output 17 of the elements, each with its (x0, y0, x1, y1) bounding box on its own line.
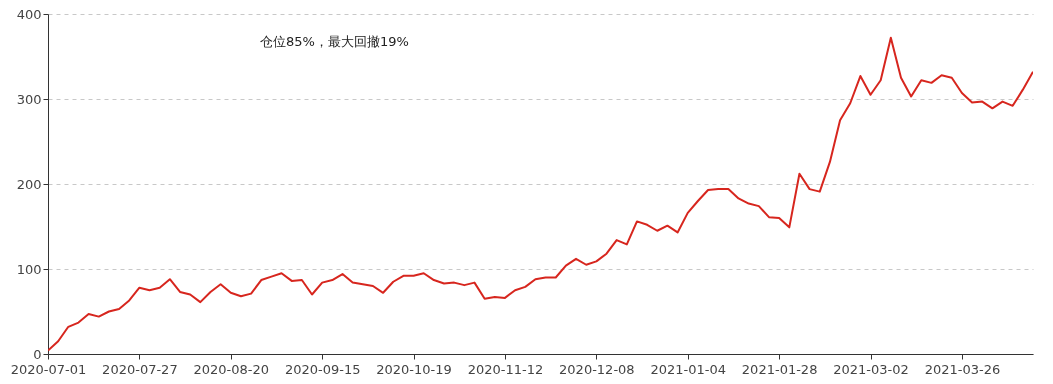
y-tick-label: 0 (33, 346, 42, 362)
y-tick-label: 300 (16, 91, 42, 107)
x-tick-label: 2021-03-02 (833, 361, 909, 377)
x-tick-label: 2021-03-26 (924, 361, 1001, 377)
annotation: 仓位85%，最大回撤19% (260, 34, 409, 49)
x-tick-label: 2021-01-04 (650, 361, 727, 377)
x-tick-label: 2020-07-01 (10, 361, 87, 377)
x-tick-label: 2020-08-20 (193, 361, 270, 377)
y-tick-label: 400 (16, 6, 42, 22)
x-tick-label: 2020-11-12 (467, 361, 544, 377)
x-tick-label: 2020-07-27 (102, 361, 178, 377)
x-tick-label: 2020-12-08 (559, 361, 635, 377)
y-tick-label: 200 (16, 176, 42, 192)
x-tick-label: 2020-09-15 (284, 361, 361, 377)
y-tick-label: 100 (16, 261, 42, 277)
x-tick-label: 2020-10-19 (376, 361, 452, 377)
x-tick-label: 2021-01-28 (741, 361, 818, 377)
